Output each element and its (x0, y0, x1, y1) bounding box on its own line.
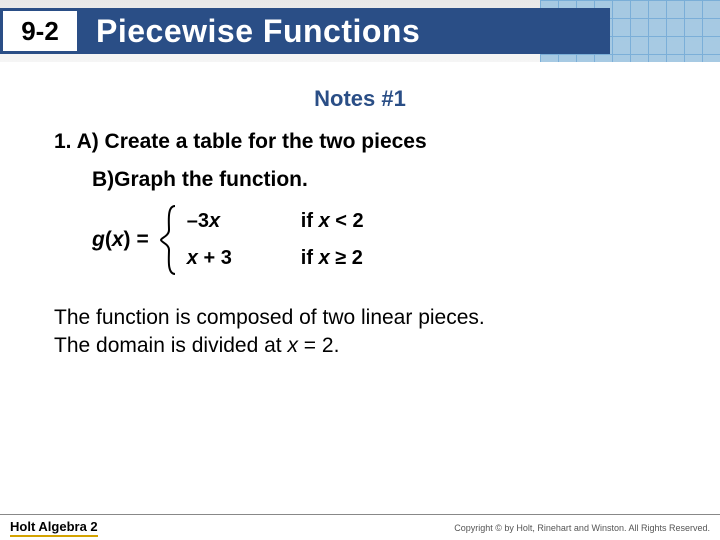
question-part-b: B)Graph the function. (92, 168, 666, 192)
x-var: x (112, 228, 124, 251)
explanation-line2-post: = 2. (298, 334, 339, 357)
case-2-op: ≥ 2 (330, 247, 363, 269)
g-letter: g (92, 228, 105, 251)
section-number-box: 9-2 (0, 8, 80, 54)
footer-copyright: Copyright © by Holt, Rinehart and Winsto… (454, 523, 710, 533)
left-brace-icon (157, 204, 179, 276)
content-area: 1. A) Create a table for the two pieces … (0, 112, 720, 361)
slide-title: Piecewise Functions (96, 13, 420, 50)
slide-footer: Holt Algebra 2 Copyright © by Holt, Rine… (0, 514, 720, 540)
case-1-expr: –3x (187, 210, 277, 233)
piecewise-cases: –3x if x < 2 x + 3 if x ≥ 2 (187, 210, 364, 270)
case-1-coeff: –3 (187, 210, 209, 232)
explanation-x: x (287, 334, 298, 357)
case-2-if: if (301, 247, 319, 269)
header-bar: 9-2 Piecewise Functions (0, 8, 610, 54)
case-1-cond: if x < 2 (301, 210, 364, 233)
footer-book-title: Holt Algebra 2 (10, 519, 98, 537)
case-2-cond: if x ≥ 2 (301, 247, 364, 270)
case-1-cond-x: x (319, 210, 330, 232)
piecewise-definition: g(x) = –3x if x < 2 x + 3 if x ≥ 2 (92, 204, 666, 276)
case-1-if: if (301, 210, 319, 232)
case-2-cond-x: x (319, 247, 330, 269)
close-paren: ) (124, 228, 131, 251)
case-2-plus: + 3 (198, 247, 232, 269)
case-1-op: < 2 (330, 210, 364, 232)
question-part-a: 1. A) Create a table for the two pieces (54, 130, 666, 154)
notes-title: Notes #1 (0, 86, 720, 112)
explanation-text: The function is composed of two linear p… (54, 304, 666, 361)
case-2-expr: x + 3 (187, 247, 277, 270)
equals-sign: = (137, 228, 149, 252)
function-name: g(x) (92, 228, 131, 252)
case-1-x: x (209, 210, 220, 232)
section-number: 9-2 (21, 16, 59, 47)
slide-header: 9-2 Piecewise Functions (0, 0, 720, 62)
explanation-line2-pre: The domain is divided at (54, 334, 287, 357)
case-2-x: x (187, 247, 198, 269)
explanation-line1: The function is composed of two linear p… (54, 306, 485, 329)
open-paren: ( (105, 228, 112, 251)
